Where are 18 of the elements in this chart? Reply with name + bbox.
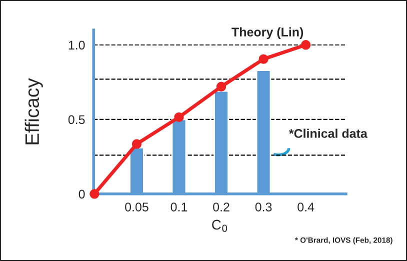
y-tick-label: 0.5: [68, 115, 85, 124]
x-axis-title: C$_{0}$: [212, 220, 228, 232]
point: [90, 189, 100, 199]
point: [132, 139, 142, 149]
y-tick-label: 1.0: [68, 40, 85, 50]
y-tick-label: 0: [78, 190, 85, 199]
point: [216, 82, 226, 92]
y-axis-title: Efficacy: [24, 78, 43, 144]
series-label: *Clinical data: [288, 128, 368, 138]
series-label: Theory (Lin): [232, 27, 304, 39]
x-tick-label: 0.3: [255, 202, 272, 212]
point: [258, 54, 268, 64]
point: [300, 40, 311, 50]
x-tick-label: 0.1: [170, 202, 188, 212]
x-tick-label: 0.05: [125, 202, 148, 212]
point: [174, 112, 184, 122]
x-tick-label: 0.4: [298, 202, 314, 212]
x-tick-label: 0.2: [213, 202, 230, 212]
